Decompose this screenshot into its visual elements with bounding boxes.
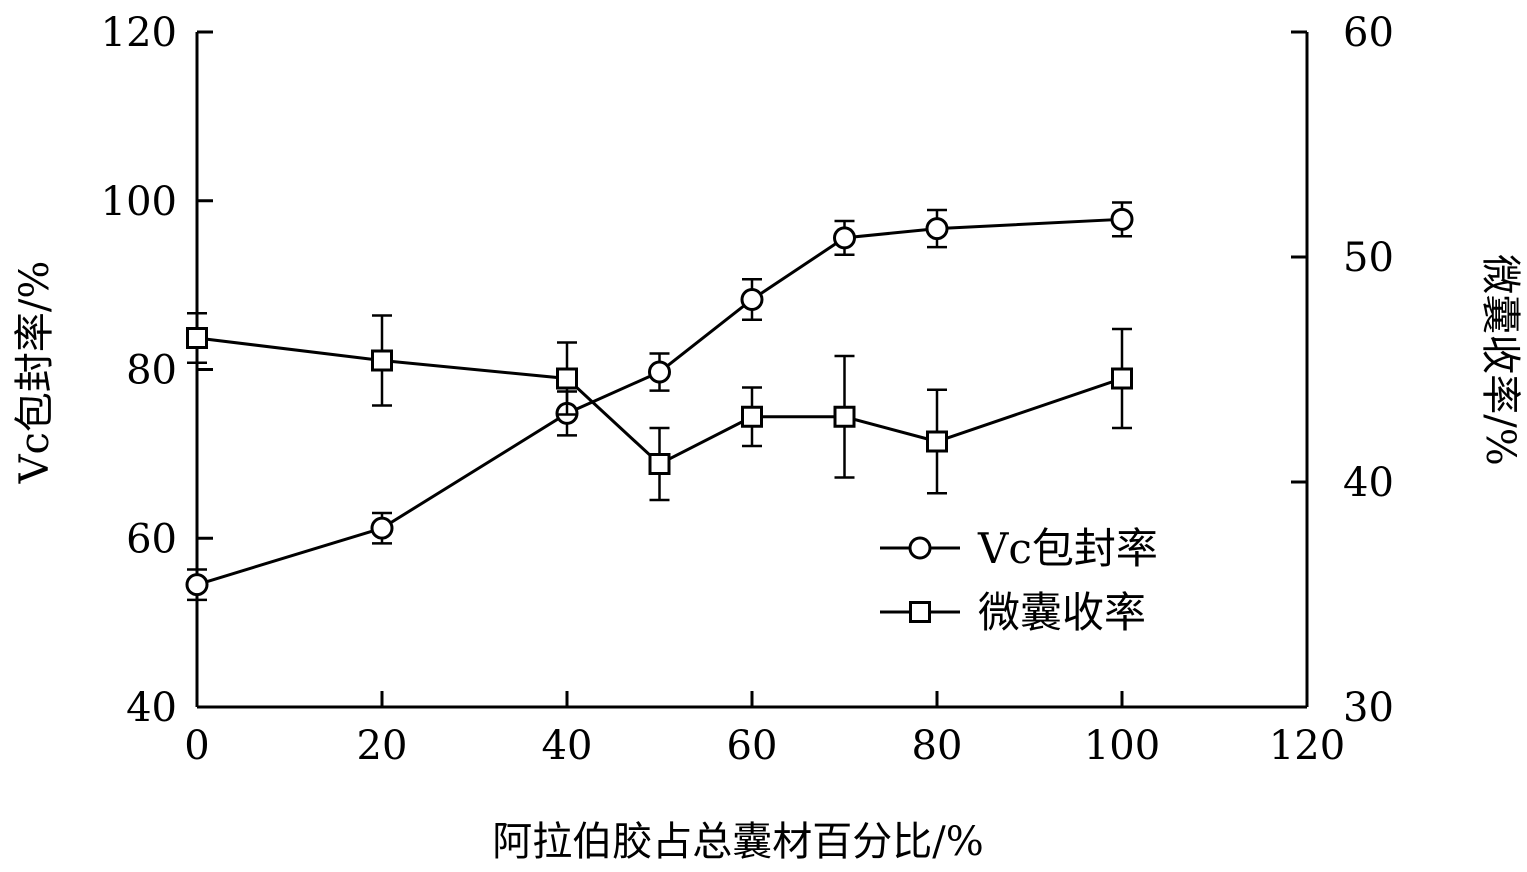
series-line <box>196 217 1123 587</box>
series-layer <box>185 201 1134 602</box>
legend-item: 微囊收率 <box>880 588 1146 637</box>
series-square <box>186 312 1133 502</box>
x-tick-label: 100 <box>1084 723 1160 769</box>
data-point <box>556 367 578 390</box>
x-tick-label: 20 <box>357 723 408 769</box>
left-y-tick-label: 100 <box>101 179 177 225</box>
legend-label: Vc包封率 <box>977 524 1158 573</box>
x-tick-label: 40 <box>542 723 593 769</box>
data-point <box>185 573 209 597</box>
left-y-tick-label: 120 <box>101 10 177 56</box>
data-point <box>740 287 764 311</box>
right-y-tick-label: 60 <box>1343 10 1394 56</box>
x-tick-label: 80 <box>912 723 963 769</box>
data-point <box>186 327 208 349</box>
data-point <box>926 430 948 453</box>
left-y-tick-label: 60 <box>126 516 177 562</box>
left-y-tick-label: 40 <box>126 685 177 731</box>
legend-label: 微囊收率 <box>978 588 1146 637</box>
right-y-tick-label: 50 <box>1343 235 1394 281</box>
x-axis-label: 阿拉伯胶占总囊材百分比/% <box>492 819 983 865</box>
data-point <box>925 217 949 241</box>
data-point <box>833 226 856 250</box>
data-point <box>833 405 856 428</box>
x-tick-label: 0 <box>184 723 209 769</box>
series-line <box>196 336 1123 466</box>
right-y-axis-label: 微囊收率/% <box>1477 254 1523 465</box>
data-point <box>371 349 393 372</box>
right-y-tick-label: 30 <box>1343 685 1394 731</box>
data-point <box>1111 367 1133 390</box>
legend-marker <box>908 536 932 560</box>
data-point <box>648 453 671 475</box>
data-point <box>370 516 394 540</box>
left-y-axis-label: Vc包封率/% <box>12 261 58 485</box>
legend-marker <box>909 601 931 623</box>
data-point <box>648 360 671 384</box>
series-circle <box>185 201 1134 602</box>
x-tick-label: 60 <box>727 723 778 769</box>
right-y-tick-label: 40 <box>1343 460 1394 506</box>
data-point <box>1110 207 1134 231</box>
legend-item: Vc包封率 <box>880 524 1158 573</box>
data-point <box>741 405 763 428</box>
x-tick-label: 120 <box>1269 723 1345 769</box>
left-y-tick-label: 80 <box>126 348 177 394</box>
